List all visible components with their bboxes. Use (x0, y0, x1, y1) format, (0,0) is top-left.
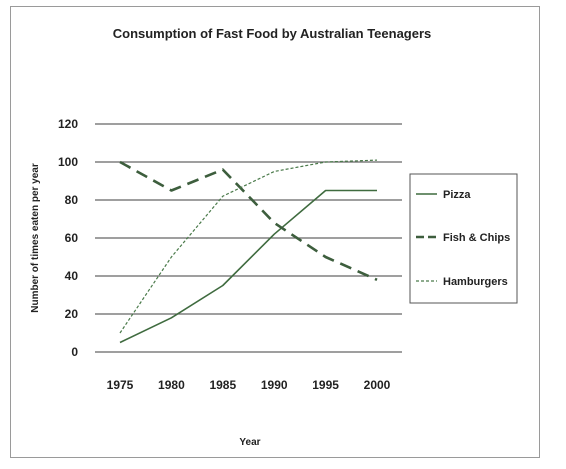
y-tick-label: 120 (58, 117, 78, 131)
x-axis-label: Year (239, 437, 260, 448)
gridlines (95, 123, 402, 353)
legend-label: Fish & Chips (443, 232, 510, 244)
x-tick-label: 1995 (312, 378, 339, 392)
x-tick-label: 1990 (261, 378, 288, 392)
series-line (119, 189, 377, 344)
x-tick-label: 1980 (158, 378, 185, 392)
legend-label: Hamburgers (443, 276, 508, 288)
series-line (119, 159, 378, 334)
x-tick-label: 2000 (364, 378, 391, 392)
legend-label: Pizza (443, 189, 471, 201)
x-tick-labels: 1975 1980 1985 1990 1995 2000 (107, 378, 391, 392)
legend: Pizza Fish & Chips Hamburgers (409, 173, 518, 304)
series-lines (119, 159, 378, 344)
y-axis-label: Number of times eaten per year (30, 163, 41, 313)
y-tick-label: 60 (65, 231, 79, 245)
y-tick-label: 100 (58, 155, 78, 169)
y-tick-label: 40 (65, 269, 79, 283)
chart-title: Consumption of Fast Food by Australian T… (113, 26, 432, 41)
x-tick-label: 1975 (107, 378, 134, 392)
y-tick-label: 20 (65, 307, 79, 321)
x-tick-label: 1985 (209, 378, 236, 392)
y-tick-labels: 0 20 40 60 80 100 120 (58, 117, 78, 359)
y-tick-label: 0 (71, 345, 78, 359)
legend-items: Pizza Fish & Chips Hamburgers (416, 189, 510, 288)
series-line (119, 160, 378, 281)
y-tick-label: 80 (65, 193, 79, 207)
